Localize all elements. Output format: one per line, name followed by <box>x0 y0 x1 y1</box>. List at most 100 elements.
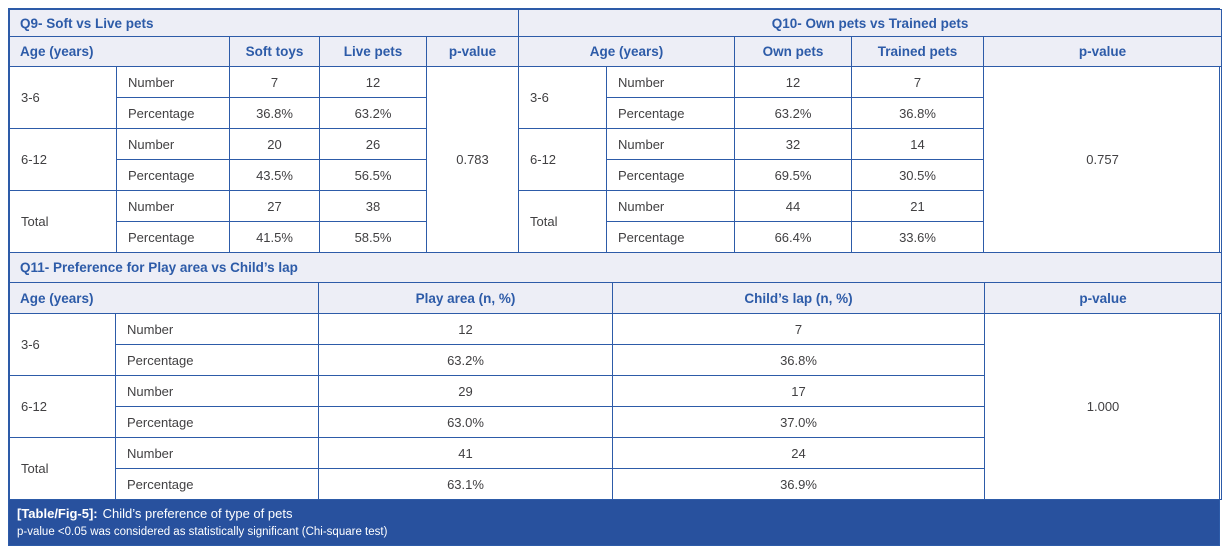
q9-age-group-cell: 3-6 <box>9 66 117 129</box>
table-row: Percentage 63.0% 37.0% <box>10 406 1222 438</box>
value-cell: 24 <box>612 437 985 469</box>
row-label-cell: Percentage <box>606 97 736 129</box>
row-label-cell: Number <box>116 128 230 160</box>
row-label-cell: Percentage <box>606 159 736 191</box>
q11-pvalue-cell: 1.000 <box>983 313 1223 500</box>
value-cell: 33.6% <box>851 221 985 253</box>
row-label-cell: Number <box>115 437 319 469</box>
q11-table: Q11- Preference for Play area vs Child’s… <box>8 252 1223 500</box>
value-cell: 63.0% <box>318 406 613 438</box>
table-row: 6-12 Number 20 26 6-12 Number 32 14 <box>9 128 1222 191</box>
value-cell: 12 <box>318 313 613 345</box>
q9-col1-header: Soft toys <box>229 36 320 67</box>
value-cell: 12 <box>319 66 427 98</box>
table-row: 3-6 Number 12 7 1.000 <box>9 313 1223 500</box>
value-cell: 12 <box>734 66 853 98</box>
row-label-cell: Percentage <box>116 159 230 191</box>
value-cell: 36.8% <box>229 97 320 129</box>
table-row: Q9- Soft vs Live pets Q10- Own pets vs T… <box>8 9 1223 37</box>
value-cell: 36.9% <box>612 468 985 500</box>
value-cell: 7 <box>612 313 985 345</box>
table-row: Q11- Preference for Play area vs Child’s… <box>8 252 1223 283</box>
table-row: Total Number 27 38 Total Number 44 21 <box>9 190 1222 253</box>
row-label-cell: Number <box>115 313 319 345</box>
value-cell: 63.2% <box>734 97 853 129</box>
value-cell: 17 <box>612 375 985 407</box>
q10-age-column-header: Age (years) <box>518 36 736 67</box>
table-row: 3-6 Number 7 12 0.783 3-6 Number 12 7 0.… <box>9 66 1223 253</box>
row-label-cell: Number <box>606 128 736 160</box>
value-cell: 41.5% <box>229 221 320 253</box>
table-row: Percentage 63.1% 36.9% <box>10 468 1222 500</box>
row-label-cell: Percentage <box>116 221 230 253</box>
q10-pvalue-header: p-value <box>983 36 1223 67</box>
q10-age-group-cell: 3-6 <box>518 66 608 129</box>
value-cell: 20 <box>229 128 320 160</box>
q10-age-group-cell: 6-12 <box>518 128 608 191</box>
row-label-cell: Number <box>116 190 230 222</box>
value-cell: 27 <box>229 190 320 222</box>
q9-pvalue-cell: 0.783 <box>425 66 520 253</box>
significance-note: p-value <0.05 was considered as statisti… <box>17 525 388 538</box>
row-label-cell: Percentage <box>116 97 230 129</box>
q11-age-column-header: Age (years) <box>9 282 319 314</box>
row-label-cell: Percentage <box>115 344 319 376</box>
section-title-q11: Q11- Preference for Play area vs Child’s… <box>8 252 1223 283</box>
value-cell: 43.5% <box>229 159 320 191</box>
q10-col2-header: Trained pets <box>851 36 985 67</box>
q11-age-group-cell: 6-12 <box>9 375 116 438</box>
value-cell: 7 <box>229 66 320 98</box>
q9-q10-table: Q9- Soft vs Live pets Q10- Own pets vs T… <box>8 9 1223 253</box>
table-row: Total Number 41 24 <box>9 437 1222 500</box>
table-row: Percentage 36.8% 63.2% Percentage 63.2% … <box>10 97 1222 129</box>
value-cell: 69.5% <box>734 159 853 191</box>
value-cell: 32 <box>734 128 853 160</box>
row-label-cell: Number <box>606 66 736 98</box>
value-cell: 38 <box>319 190 427 222</box>
q11-col1-header: Play area (n, %) <box>318 282 613 314</box>
q9-col2-header: Live pets <box>319 36 427 67</box>
row-label-cell: Percentage <box>115 468 319 500</box>
q10-col1-header: Own pets <box>734 36 853 67</box>
row-label-cell: Number <box>606 190 736 222</box>
row-label-cell: Percentage <box>606 221 736 253</box>
q11-col2-header: Child’s lap (n, %) <box>612 282 985 314</box>
value-cell: 37.0% <box>612 406 985 438</box>
table-row: Age (years) Soft toys Live pets p-value … <box>9 36 1223 67</box>
table-row: Percentage 41.5% 58.5% Percentage 66.4% … <box>10 221 1222 253</box>
q10-pvalue-cell: 0.757 <box>983 66 1223 253</box>
value-cell: 21 <box>851 190 985 222</box>
value-cell: 36.8% <box>851 97 985 129</box>
q9-age-column-header: Age (years) <box>9 36 230 67</box>
section-title-q9: Q9- Soft vs Live pets <box>8 9 520 37</box>
q11-age-group-cell: 3-6 <box>9 313 116 376</box>
figure-label: [Table/Fig-5]: <box>17 506 98 521</box>
q9-pvalue-header: p-value <box>425 36 520 67</box>
value-cell: 41 <box>318 437 613 469</box>
value-cell: 44 <box>734 190 853 222</box>
table-row: Age (years) Play area (n, %) Child’s lap… <box>9 282 1223 314</box>
q10-age-group-cell: Total <box>518 190 608 253</box>
value-cell: 14 <box>851 128 985 160</box>
row-label-cell: Percentage <box>115 406 319 438</box>
value-cell: 36.8% <box>612 344 985 376</box>
value-cell: 29 <box>318 375 613 407</box>
table-caption-bar: [Table/Fig-5]: Child’s preference of type… <box>9 500 1219 545</box>
value-cell: 58.5% <box>319 221 427 253</box>
value-cell: 7 <box>851 66 985 98</box>
value-cell: 63.1% <box>318 468 613 500</box>
figure-caption-text: Child’s preference of type of pets <box>102 506 293 521</box>
value-cell: 63.2% <box>319 97 427 129</box>
table-row: 6-12 Number 29 17 <box>9 375 1222 438</box>
row-label-cell: Number <box>116 66 230 98</box>
q11-age-group-cell: Total <box>9 437 116 500</box>
q11-pvalue-header: p-value <box>983 282 1223 314</box>
q9-age-group-cell: Total <box>9 190 117 253</box>
row-label-cell: Number <box>115 375 319 407</box>
value-cell: 66.4% <box>734 221 853 253</box>
q9-age-group-cell: 6-12 <box>9 128 117 191</box>
value-cell: 30.5% <box>851 159 985 191</box>
value-cell: 63.2% <box>318 344 613 376</box>
value-cell: 26 <box>319 128 427 160</box>
table-row: Percentage 43.5% 56.5% Percentage 69.5% … <box>10 159 1222 191</box>
